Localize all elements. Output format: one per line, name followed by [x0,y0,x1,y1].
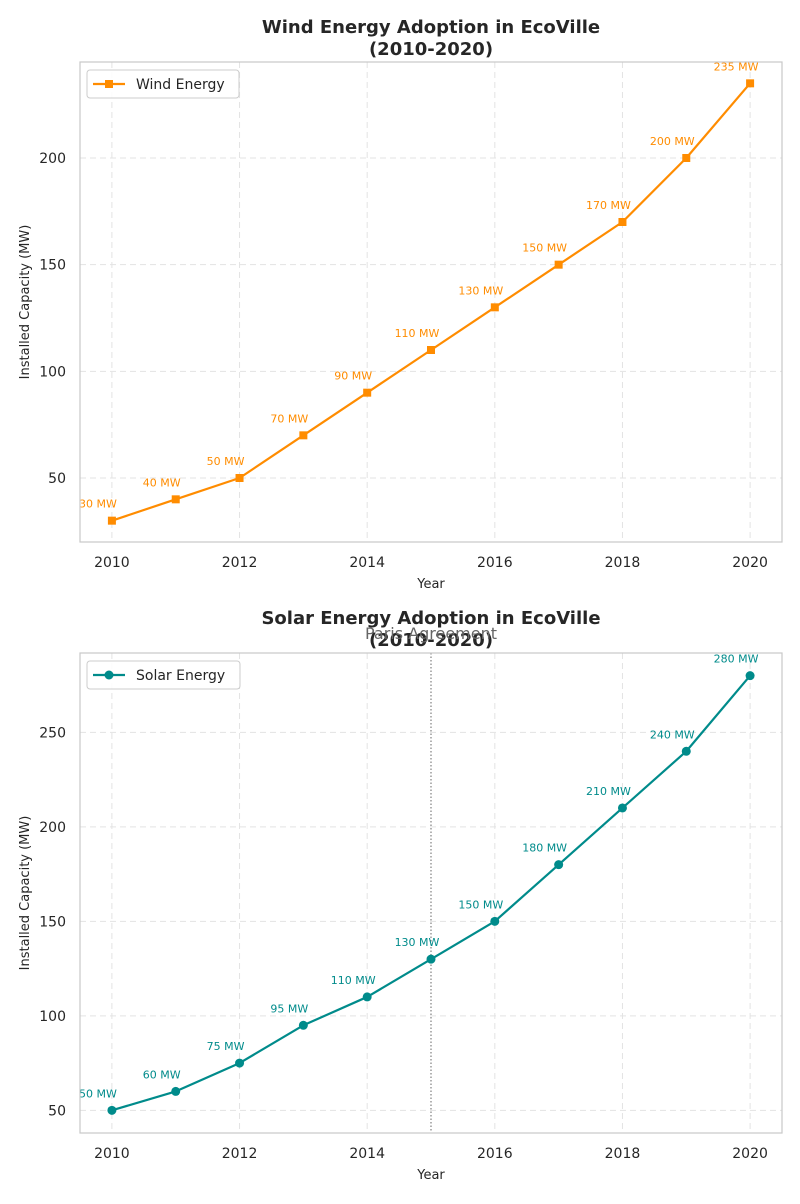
wind-y-tick-50: 50 [48,471,66,487]
solar-point-2018 [617,803,627,813]
wind-plot-frame [79,61,783,543]
wind-legend: Wind Energy [86,69,240,99]
solar-chart: Solar Energy Adoption in EcoVille (2010-… [18,608,783,1183]
solar-y-tick-200: 200 [39,820,66,836]
wind-point-2020 [746,79,755,88]
solar-data-label-2015: 130 MW [395,936,440,949]
wind-x-tick-2014: 2014 [349,555,385,571]
solar-chart-subtitle: (2010-2020) [369,630,493,651]
wind-chart: Wind Energy Adoption in EcoVille (2010-2… [18,17,783,592]
solar-point-2015 [426,954,436,964]
solar-point-2019 [681,746,691,756]
solar-y-tick-100: 100 [39,1009,66,1025]
wind-x-tick-2020: 2020 [732,555,768,571]
wind-legend-label: Wind Energy [136,77,225,93]
solar-data-label-2013: 95 MW [270,1002,308,1015]
solar-x-tick-2012: 2012 [222,1146,258,1162]
wind-y-tick-150: 150 [39,258,66,274]
solar-vline-label: Paris Agreement [365,624,497,643]
solar-series [107,671,755,1115]
wind-data-label-2013: 70 MW [270,412,308,425]
wind-y-axis-label: Installed Capacity (MW) [18,225,33,380]
solar-y-axis-label: Installed Capacity (MW) [18,816,33,971]
solar-legend: Solar Energy [86,660,241,690]
solar-annotation-line: Paris Agreement [365,624,497,1133]
wind-data-label-2015: 110 MW [395,327,440,340]
wind-x-tick-2016: 2016 [477,555,513,571]
solar-legend-box [86,660,241,690]
solar-data-label-2011: 60 MW [143,1068,181,1081]
wind-chart-subtitle: (2010-2020) [369,39,493,60]
wind-x-tick-2012: 2012 [222,555,258,571]
solar-data-label-2016: 150 MW [458,898,503,911]
solar-data-labels: 50 MW 60 MW 75 MW 95 MW 110 MW 130 MW 150 MW 18… [79,653,759,1101]
wind-data-label-2014: 90 MW [334,370,372,383]
solar-x-tick-2010: 2010 [94,1146,130,1162]
solar-point-2012 [235,1058,245,1068]
solar-legend-label: Solar Energy [136,668,225,684]
wind-series [107,79,755,525]
solar-y-tick-150: 150 [39,914,66,930]
wind-y-ticks: 50 100 150 200 [39,151,66,487]
solar-legend-marker [104,670,114,680]
solar-point-2010 [107,1105,117,1115]
wind-point-2012 [235,474,244,482]
solar-data-label-2010: 50 MW [79,1087,117,1100]
solar-x-tick-2014: 2014 [349,1146,385,1162]
solar-y-tick-50: 50 [48,1103,66,1119]
solar-point-2014 [362,992,372,1002]
solar-grid [80,653,782,1133]
solar-plot-frame [79,652,783,1134]
wind-data-label-2010: 30 MW [79,498,117,511]
wind-point-2016 [490,303,499,312]
wind-point-2010 [107,516,116,525]
wind-point-2011 [171,495,180,504]
wind-data-label-2012: 50 MW [207,455,245,468]
solar-data-label-2012: 75 MW [207,1040,245,1053]
solar-x-ticks: 2010 2012 2014 2016 2018 2020 [94,1146,768,1162]
wind-point-2018 [618,218,627,226]
solar-point-2013 [298,1020,308,1030]
solar-data-label-2017: 180 MW [522,842,567,855]
solar-point-2011 [171,1086,181,1096]
solar-x-tick-2020: 2020 [732,1146,768,1162]
wind-data-label-2018: 170 MW [586,199,631,212]
wind-legend-marker [105,80,113,88]
solar-point-2020 [745,671,755,681]
wind-x-ticks: 2010 2012 2014 2016 2018 2020 [94,555,768,571]
wind-y-tick-200: 200 [39,151,66,167]
solar-y-ticks: 50 100 150 200 250 [39,725,66,1119]
solar-data-label-2014: 110 MW [331,974,376,987]
solar-data-label-2018: 210 MW [586,785,631,798]
wind-point-2015 [427,346,435,354]
wind-data-label-2017: 150 MW [522,242,567,255]
wind-data-label-2020: 235 MW [714,60,759,73]
wind-point-2019 [682,154,691,162]
wind-x-tick-2010: 2010 [94,555,130,571]
wind-point-2014 [363,388,372,397]
solar-data-label-2019: 240 MW [650,728,695,741]
wind-x-tick-2018: 2018 [605,555,641,571]
wind-data-label-2016: 130 MW [458,284,503,297]
wind-data-label-2011: 40 MW [143,476,181,489]
solar-x-tick-2016: 2016 [477,1146,513,1162]
solar-x-axis-label: Year [416,1168,445,1183]
wind-legend-box [86,69,240,99]
solar-point-2017 [554,860,564,870]
wind-y-tick-100: 100 [39,364,66,380]
wind-x-axis-label: Year [416,577,445,592]
solar-chart-title: Solar Energy Adoption in EcoVille [261,608,600,629]
wind-point-2013 [299,431,308,440]
wind-data-labels: 30 MW 40 MW 50 MW 70 MW 90 MW 110 MW 130 MW 150… [79,60,759,510]
wind-chart-title: Wind Energy Adoption in EcoVille [262,17,600,38]
solar-point-2016 [490,916,500,926]
wind-point-2017 [554,260,563,269]
solar-y-tick-250: 250 [39,725,66,741]
solar-data-label-2020: 280 MW [714,653,759,666]
solar-x-tick-2018: 2018 [605,1146,641,1162]
wind-data-label-2019: 200 MW [650,135,695,148]
wind-grid [80,62,782,542]
